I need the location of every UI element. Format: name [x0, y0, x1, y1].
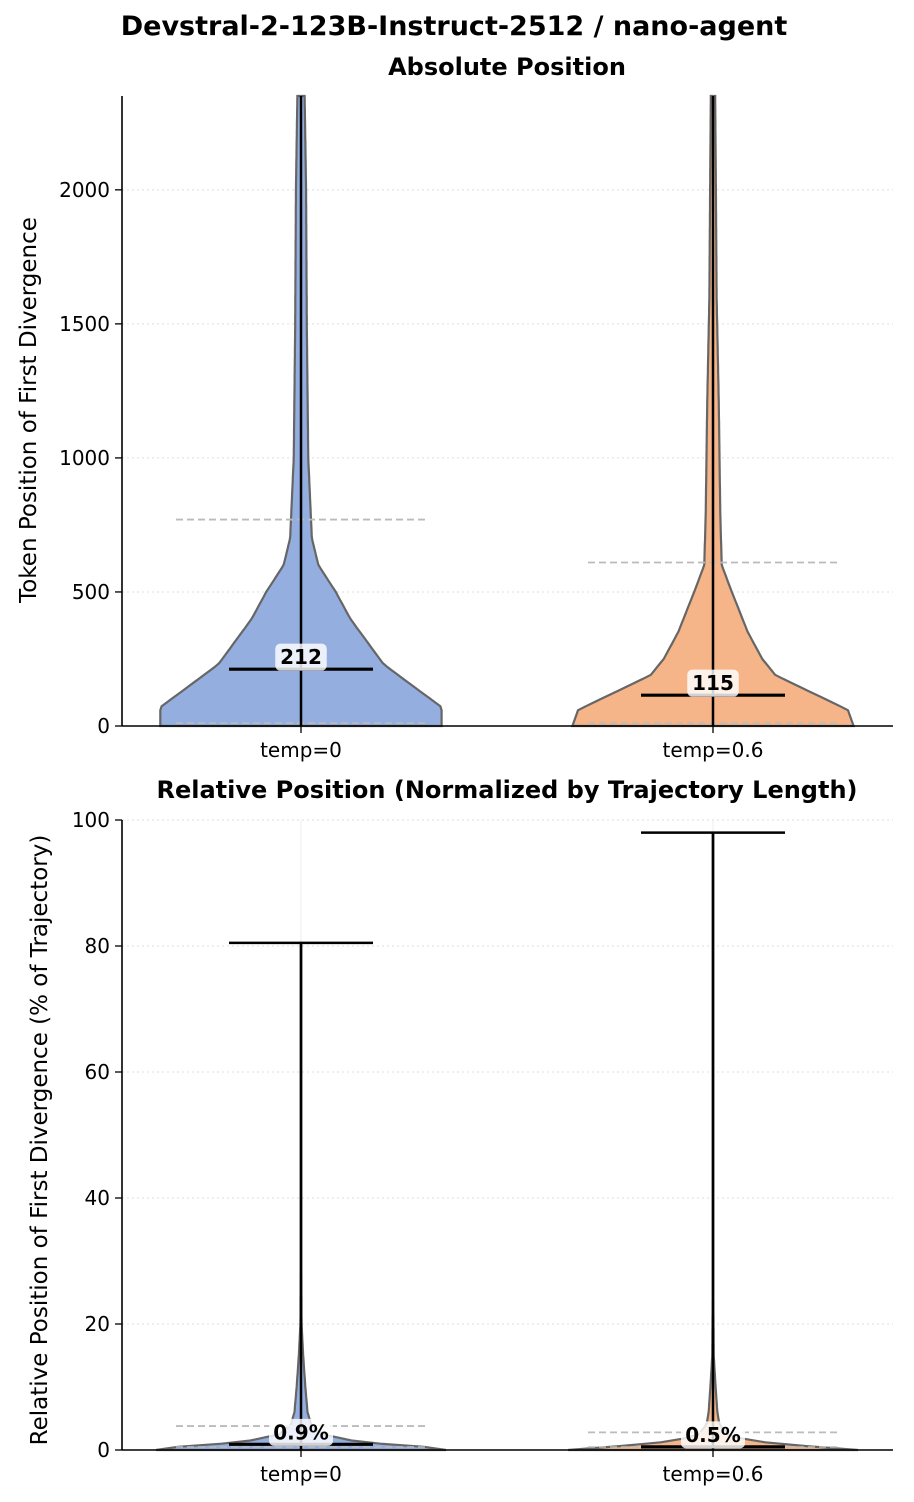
y-tick-label: 100: [72, 808, 110, 832]
median-label-box: [687, 669, 739, 697]
median-label-text: 212: [280, 645, 322, 669]
panel-absolute-position: Absolute Position Token Position of Firs…: [16, 53, 893, 762]
median-label-text: 0.9%: [273, 1420, 328, 1444]
y-tick-label: 1000: [59, 446, 110, 470]
panel-title-absolute: Absolute Position: [388, 53, 626, 81]
x-tick-label: temp=0.6: [663, 738, 764, 762]
median-label: 212: [275, 643, 327, 671]
y-tick-label: 80: [85, 934, 110, 958]
median-label-box: [275, 643, 327, 671]
panel-relative-position: Relative Position (Normalized by Traject…: [27, 776, 893, 1486]
y-tick-label: 0: [97, 714, 110, 738]
violins-relative: 0.9% 0.5%: [155, 831, 859, 1452]
median-label-text: 115: [692, 671, 734, 695]
grid-relative: [122, 819, 893, 1450]
panel-title-relative: Relative Position (Normalized by Traject…: [156, 776, 857, 804]
y-tick-label: 40: [85, 1186, 110, 1210]
y-tick-label: 20: [85, 1312, 110, 1336]
median-label: 0.5%: [681, 1421, 745, 1449]
grid-absolute: [122, 96, 893, 726]
y-tick-label: 1500: [59, 312, 110, 336]
y-tick-label: 2000: [59, 178, 110, 202]
median-label: 115: [687, 669, 739, 697]
axes-absolute: 0 500 1000 1500 2000 temp=0 temp=0.6: [59, 96, 893, 762]
axes-relative: 0 20 40 60 80 100 temp=0 temp=0.6: [72, 808, 893, 1486]
x-tick-label: temp=0.6: [663, 1462, 764, 1486]
y-tick-label: 60: [85, 1060, 110, 1084]
median-label-box: [681, 1421, 745, 1449]
y-axis-label-absolute: Token Position of First Divergence: [16, 217, 42, 604]
median-label: 0.9%: [269, 1418, 333, 1446]
median-label-text: 0.5%: [685, 1423, 740, 1447]
figure-title: Devstral-2-123B-Instruct-2512 / nano-age…: [121, 11, 788, 42]
x-tick-label: temp=0: [260, 738, 342, 762]
violins-absolute: 212 115: [159, 94, 856, 728]
y-axis-label-relative: Relative Position of First Divergence (%…: [27, 835, 53, 1446]
y-tick-label: 0: [97, 1438, 110, 1462]
y-tick-label: 500: [72, 580, 110, 604]
x-tick-label: temp=0: [260, 1462, 342, 1486]
median-label-box: [269, 1418, 333, 1446]
